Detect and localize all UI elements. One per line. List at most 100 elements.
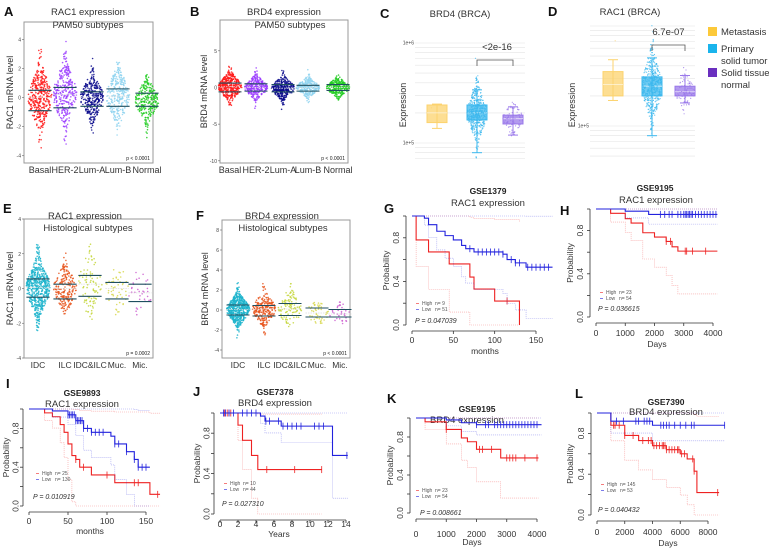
data-point (654, 97, 656, 100)
data-point (113, 103, 116, 106)
data-point (471, 116, 473, 118)
data-point (32, 102, 34, 104)
data-point (43, 292, 46, 294)
data-point (276, 89, 279, 92)
data-point (64, 66, 66, 69)
data-point (36, 99, 38, 101)
data-point (475, 133, 477, 135)
data-point (118, 61, 121, 64)
data-point (476, 128, 478, 130)
data-point (652, 122, 654, 124)
data-point (650, 96, 653, 98)
data-point (477, 122, 479, 124)
data-point (146, 79, 149, 82)
data-point (309, 92, 311, 94)
data-point (652, 109, 655, 112)
data-point (141, 89, 144, 91)
data-point (118, 100, 120, 103)
data-point (478, 115, 480, 117)
data-point (475, 157, 477, 159)
data-point (37, 291, 40, 294)
data-point (55, 101, 58, 104)
data-point (299, 82, 302, 84)
data-point (647, 103, 649, 105)
data-point (114, 74, 116, 76)
data-point (653, 83, 656, 86)
data-point (144, 90, 146, 93)
data-point (69, 79, 72, 82)
data-point (468, 114, 470, 117)
data-point (118, 75, 120, 77)
data-point (251, 94, 254, 96)
data-point (84, 89, 86, 92)
data-point (57, 111, 60, 113)
data-point (221, 79, 224, 81)
data-point (154, 108, 156, 110)
data-point (478, 121, 480, 123)
data-point (73, 92, 75, 95)
data-point (655, 108, 657, 110)
data-point (475, 95, 477, 97)
data-point (113, 113, 115, 116)
data-point (283, 94, 285, 97)
data-point (483, 123, 485, 125)
x-category-label: Lum-B (105, 165, 132, 175)
data-point (55, 83, 58, 86)
data-point (33, 80, 36, 82)
data-point (35, 285, 38, 287)
data-point (649, 90, 651, 92)
data-point (517, 107, 519, 109)
data-point (42, 74, 45, 76)
data-point (480, 102, 482, 104)
data-point (654, 64, 656, 66)
data-point (143, 83, 145, 86)
data-point (40, 55, 42, 58)
data-point (651, 122, 653, 125)
data-point (659, 79, 662, 82)
data-point (648, 101, 650, 103)
data-point (476, 145, 478, 147)
data-point (47, 288, 49, 290)
data-point (86, 101, 88, 104)
data-point (336, 79, 339, 81)
data-point (117, 68, 120, 70)
data-point (475, 146, 477, 148)
y-tick-label: 5 (214, 49, 217, 55)
data-point (89, 80, 92, 82)
data-point (658, 83, 660, 85)
data-point (87, 111, 89, 114)
data-point (37, 78, 40, 80)
data-point (652, 111, 655, 113)
data-point (119, 67, 121, 69)
data-point (336, 97, 338, 100)
data-point (256, 75, 259, 77)
data-point (644, 79, 646, 82)
data-point (43, 99, 45, 101)
data-point (219, 84, 221, 87)
data-point (54, 98, 56, 100)
data-point (141, 108, 144, 110)
data-point (655, 79, 657, 81)
data-point (38, 273, 41, 276)
data-point (59, 76, 62, 78)
data-point (110, 80, 113, 82)
data-point (69, 81, 71, 83)
data-point (474, 115, 476, 117)
data-point (41, 307, 43, 310)
data-point (503, 114, 505, 116)
data-point (513, 107, 515, 109)
data-point (256, 93, 259, 95)
data-point (652, 103, 654, 105)
data-point (39, 259, 41, 261)
data-point (655, 87, 657, 89)
data-point (44, 283, 46, 285)
data-point (68, 70, 70, 72)
data-point (34, 101, 36, 103)
data-point (261, 84, 263, 86)
data-point (31, 269, 33, 272)
data-point (656, 80, 658, 82)
data-point (651, 132, 653, 134)
data-point (67, 88, 69, 90)
data-point (314, 82, 317, 84)
